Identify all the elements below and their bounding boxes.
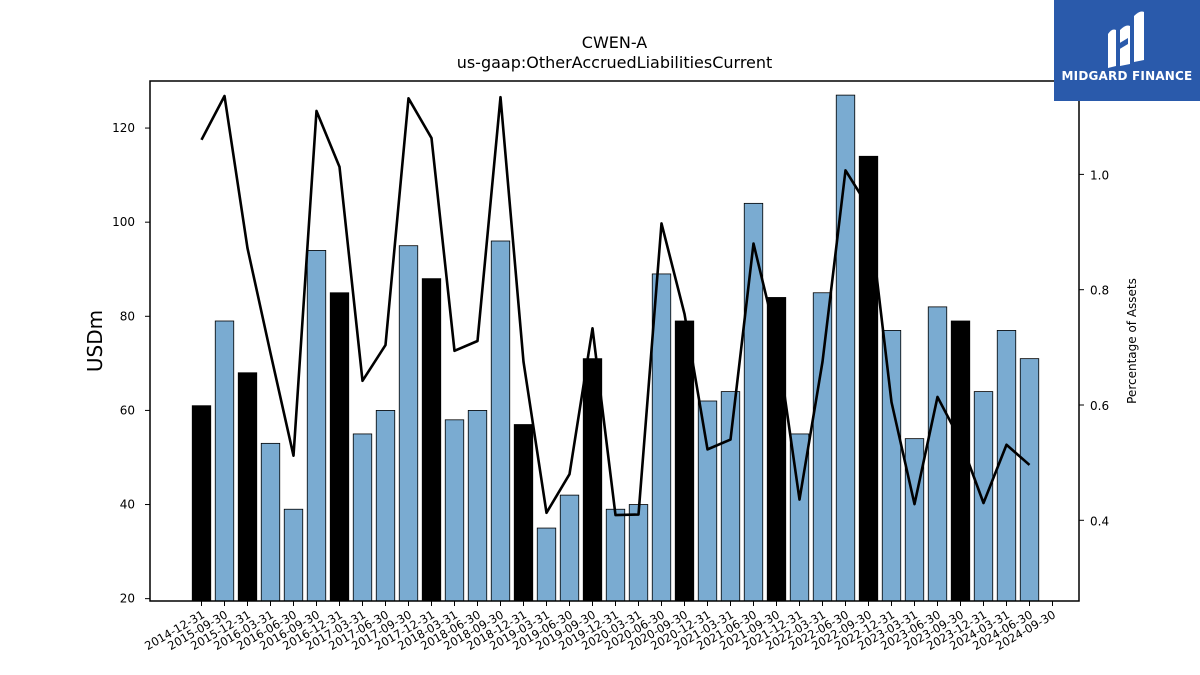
bar-2019-12-31 bbox=[605, 508, 626, 602]
midgard-finance-logo: MIDGARD FINANCE bbox=[1054, 0, 1200, 101]
bar-2022-12-31 bbox=[881, 330, 902, 602]
logo-mark-icon bbox=[1108, 11, 1144, 68]
y2-tick-label: 0.8 bbox=[1090, 284, 1109, 298]
y-tick-label: 100 bbox=[112, 215, 135, 229]
x-axis-ticks: 2014-12-312015-09-302015-12-312016-03-31… bbox=[142, 601, 1058, 653]
y-tick-label: 120 bbox=[112, 121, 135, 135]
bar-2023-06-30 bbox=[927, 306, 948, 602]
bar-group bbox=[191, 94, 1040, 602]
bar-2024-03-31 bbox=[996, 330, 1017, 602]
percentage-line-group bbox=[200, 94, 1031, 517]
bar-2020-12-31 bbox=[697, 400, 718, 602]
right-axis-ticks: 0.4 0.6 0.8 1.0 bbox=[1079, 168, 1109, 528]
bar-2023-12-31 bbox=[973, 391, 994, 602]
y2-axis-label: Percentage of Assets bbox=[1125, 278, 1139, 404]
percentage-line bbox=[200, 94, 1031, 517]
chart-subtitle: us-gaap:OtherAccruedLiabilitiesCurrent bbox=[457, 53, 773, 72]
bar-2022-09-30 bbox=[858, 155, 879, 602]
y2-tick-label: 1.0 bbox=[1090, 168, 1109, 182]
y-tick-label: 80 bbox=[120, 309, 135, 323]
y2-tick-label: 0.6 bbox=[1090, 399, 1109, 413]
bar-2017-12-31 bbox=[421, 278, 442, 602]
bar-2019-06-30 bbox=[559, 494, 580, 602]
chart-title: CWEN-A bbox=[582, 33, 647, 52]
y-tick-label: 20 bbox=[120, 592, 135, 606]
plot-frame bbox=[149, 80, 1080, 602]
bar-2016-12-31 bbox=[329, 292, 350, 602]
bar-2014-12-31 bbox=[191, 405, 212, 602]
bar-2017-06-30 bbox=[375, 410, 396, 602]
logo-text: MIDGARD FINANCE bbox=[1061, 69, 1193, 83]
bar-2016-03-31 bbox=[260, 442, 281, 602]
bar-2015-09-30 bbox=[214, 320, 235, 602]
y-tick-label: 40 bbox=[120, 498, 135, 512]
bar-2017-03-31 bbox=[352, 433, 373, 602]
left-axis-ticks: 20 40 60 80 100 120 bbox=[112, 121, 150, 606]
bar-2018-12-31 bbox=[513, 424, 534, 602]
bar-2018-06-30 bbox=[467, 410, 488, 602]
bar-2020-03-31 bbox=[628, 504, 649, 602]
bar-2022-03-31 bbox=[812, 292, 833, 602]
bar-2019-09-30 bbox=[582, 358, 603, 602]
bar-2018-03-31 bbox=[444, 419, 465, 602]
y2-tick-label: 0.4 bbox=[1090, 514, 1109, 528]
bar-2021-03-31 bbox=[720, 391, 741, 602]
bar-2020-06-30 bbox=[651, 273, 672, 602]
bar-2024-06-30 bbox=[1019, 358, 1040, 602]
bar-2017-09-30 bbox=[398, 245, 419, 602]
bar-2020-09-30 bbox=[674, 320, 695, 602]
bar-2015-12-31 bbox=[237, 372, 258, 602]
bar-2016-06-30 bbox=[283, 508, 304, 602]
bar-2021-06-30 bbox=[743, 202, 764, 602]
y-axis-label: USDm bbox=[83, 310, 107, 372]
bar-2018-09-30 bbox=[490, 240, 511, 602]
bar-2023-03-31 bbox=[904, 438, 925, 602]
y-tick-label: 60 bbox=[120, 403, 135, 417]
bar-2016-09-30 bbox=[306, 250, 327, 602]
bar-2019-03-31 bbox=[536, 527, 557, 602]
